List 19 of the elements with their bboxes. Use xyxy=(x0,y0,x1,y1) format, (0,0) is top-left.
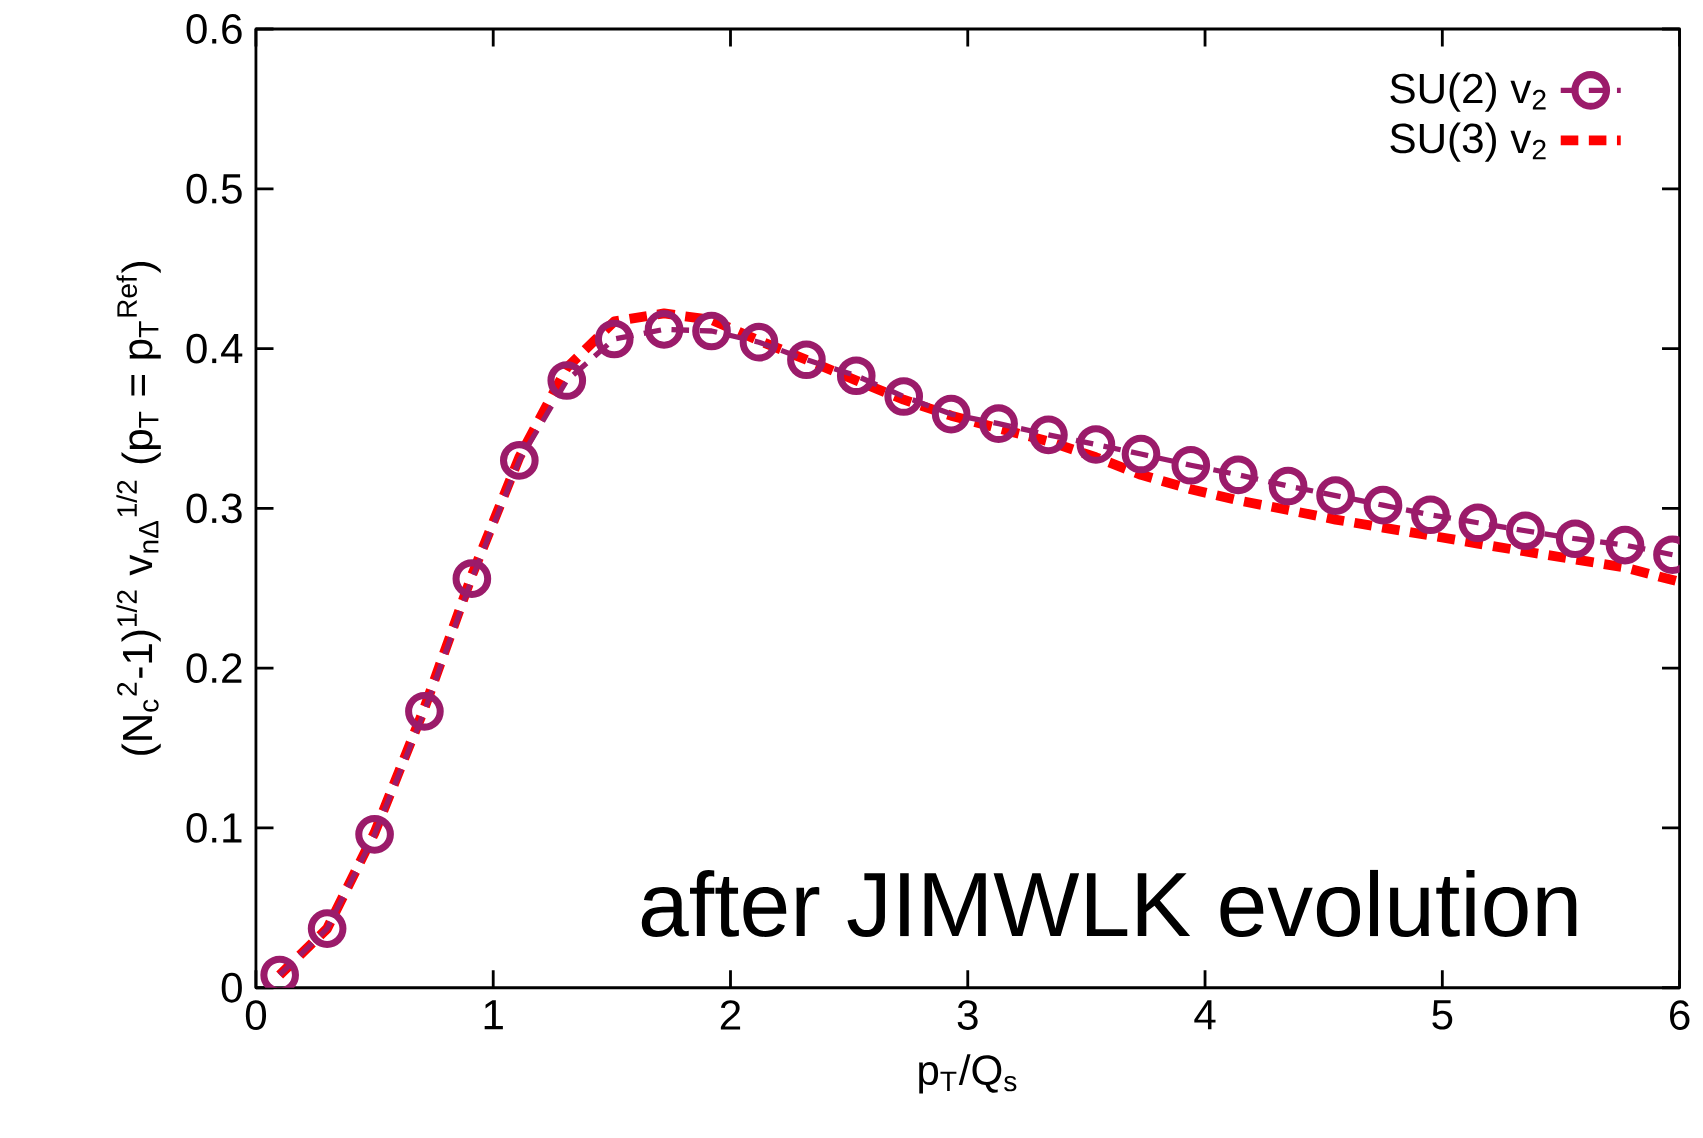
y-tick-label: 0.6 xyxy=(186,14,242,45)
x-tick-label: 2 xyxy=(720,1000,741,1030)
y-tick-label: 0.4 xyxy=(186,333,243,364)
text: (N$_{c}$$^{2}$-1)$^{1/2}$ v$_{nΔ}$$^{1/2}$ (p$_{T}$ = p$_{T}$$^{Ref}$) xyxy=(116,262,161,755)
y-tick-label: 0 xyxy=(221,972,242,1003)
x-tick-label: 4 xyxy=(1194,1000,1216,1030)
x-tick-label: 1 xyxy=(484,1000,503,1030)
annotation: after JIMWLK evolution xyxy=(641,870,1577,938)
x-axis-title: p$_{T}$/Q$_{s}$ xyxy=(919,1054,1017,1094)
x-tick-label: 5 xyxy=(1432,1000,1453,1030)
y-tick-label: 0.2 xyxy=(186,653,242,684)
legend-label: SU(3) v$_{2}$ xyxy=(1390,122,1546,162)
y-tick-label: 0.5 xyxy=(186,174,242,204)
x-tick-label: 3 xyxy=(957,1000,978,1031)
x-tick-label: 0 xyxy=(245,1000,267,1031)
y-tick-label: 0.1 xyxy=(186,813,242,843)
x-tick-label: 6 xyxy=(1670,1000,1690,1031)
legend-label: SU(2) v$_{2}$ xyxy=(1390,72,1546,112)
y-tick-label: 0.3 xyxy=(186,493,242,524)
